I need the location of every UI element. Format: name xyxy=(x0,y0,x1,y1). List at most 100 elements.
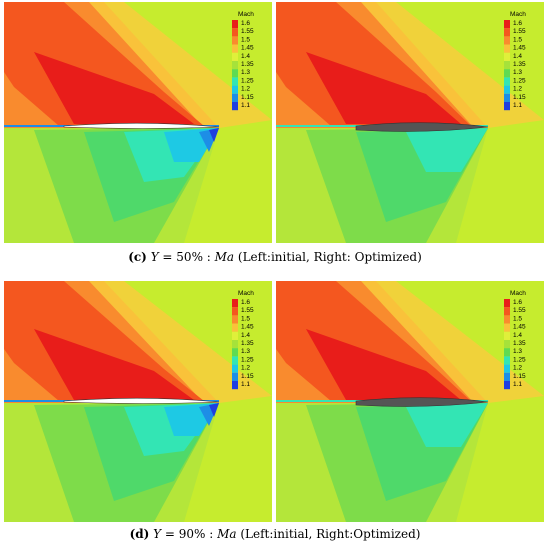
legend-title: Mach xyxy=(238,290,254,297)
legend-swatch xyxy=(504,372,510,381)
caption-ma: Ma xyxy=(214,250,235,264)
legend-swatch xyxy=(504,36,510,45)
legend-level-label: 1.15 xyxy=(241,373,254,380)
legend-swatch xyxy=(504,315,510,324)
legend-swatch xyxy=(232,61,238,70)
legend-level-label: 1.55 xyxy=(241,307,254,314)
legend-level-label: 1.4 xyxy=(513,53,522,60)
legend-level-label: 1.3 xyxy=(513,348,522,355)
legend-swatch xyxy=(504,323,510,332)
legend-level-label: 1.1 xyxy=(513,381,522,388)
legend-swatch xyxy=(504,20,510,29)
legend-swatch xyxy=(504,77,510,86)
legend-swatch xyxy=(232,372,238,381)
caption-text: (Left:initial, Right:Optimized) xyxy=(236,527,421,541)
legend-level-label: 1.1 xyxy=(241,381,250,388)
legend-level-label: 1.35 xyxy=(513,340,526,347)
legend-swatch xyxy=(232,307,238,316)
legend-title: Mach xyxy=(510,290,526,297)
legend-level-label: 1.45 xyxy=(513,45,526,52)
legend-level-label: 1.35 xyxy=(513,61,526,68)
legend-swatch xyxy=(232,36,238,45)
legend-level-label: 1.25 xyxy=(241,356,254,363)
legend-title: Mach xyxy=(510,11,526,18)
caption-d: (d) Y = 90% : Ma (Left:initial, Right:Op… xyxy=(0,527,550,541)
legend-swatch xyxy=(232,77,238,86)
legend-level-label: 1.3 xyxy=(513,69,522,76)
legend-level-label: 1.4 xyxy=(241,53,250,60)
legend-level-label: 1.15 xyxy=(241,94,254,101)
caption-equation: = 50% : xyxy=(158,250,215,264)
legend-swatch xyxy=(232,102,238,111)
legend-swatch xyxy=(504,28,510,37)
legend-swatch xyxy=(232,299,238,308)
legend-level-label: 1.45 xyxy=(513,324,526,331)
legend-level-label: 1.3 xyxy=(241,348,250,355)
legend-swatch xyxy=(232,348,238,357)
legend-level-label: 1.2 xyxy=(241,86,250,93)
caption-ma: Ma xyxy=(217,527,237,541)
legend-swatch xyxy=(504,69,510,78)
mach-legend: Mach 1.61.551.5 1.451.41.351.31.25 1.21.151… xyxy=(232,290,254,390)
caption-variable: Y xyxy=(150,250,159,264)
legend-swatch xyxy=(504,85,510,94)
legend-swatch xyxy=(504,348,510,357)
legend-level-label: 1.5 xyxy=(241,315,250,322)
legend-title: Mach xyxy=(238,11,254,18)
caption-c: (c) Y = 50% : Ma (Left:initial, Right: O… xyxy=(0,250,550,264)
legend-level-label: 1.6 xyxy=(241,299,250,306)
contour-panel-c-optimized: Mach 1.6 1.55 1.5 1.45 1.4 1.35 1.3 1.25 1.2 1.15 1… xyxy=(276,2,544,243)
mach-legend: Mach 1.61.551.5 1.451.41.351.31.25 1.21.151… xyxy=(504,11,526,111)
caption-variable: Y xyxy=(153,527,162,541)
legend-swatch xyxy=(232,381,238,390)
legend-level-label: 1.5 xyxy=(513,36,522,43)
legend-swatch xyxy=(504,93,510,102)
legend-level-label: 1.45 xyxy=(241,324,254,331)
legend-level-label: 1.15 xyxy=(513,94,526,101)
legend-level-label: 1.6 xyxy=(513,299,522,306)
legend-level-label: 1.4 xyxy=(241,332,250,339)
legend-swatch xyxy=(232,315,238,324)
legend-level-label: 1.45 xyxy=(241,45,254,52)
legend-swatch xyxy=(232,20,238,29)
legend-swatch xyxy=(232,331,238,340)
legend-level-label: 1.35 xyxy=(241,340,254,347)
contour-panel-d-optimized: Mach 1.6 1.55 1.5 1.45 1.4 1.35 1.3 1.25 1.2 1.15 1… xyxy=(276,281,544,522)
legend-level-label: 1.55 xyxy=(513,28,526,35)
legend-swatch xyxy=(232,52,238,61)
legend-level-label: 1.5 xyxy=(513,315,522,322)
caption-text: (Left:initial, Right: Optimized) xyxy=(234,250,422,264)
legend-swatch xyxy=(232,69,238,78)
legend-swatch xyxy=(504,52,510,61)
legend-level-label: 1.55 xyxy=(241,28,254,35)
mach-legend: Mach 1.61.551.5 1.451.41.351.31.25 1.21.151… xyxy=(232,11,254,111)
legend-swatch xyxy=(504,381,510,390)
caption-label: (c) xyxy=(128,250,147,264)
legend-swatch xyxy=(504,44,510,53)
legend-swatch xyxy=(232,85,238,94)
legend-level-label: 1.35 xyxy=(241,61,254,68)
legend-level-label: 1.25 xyxy=(241,77,254,84)
legend-level-label: 1.3 xyxy=(241,69,250,76)
legend-swatch xyxy=(232,364,238,373)
legend-level-label: 1.5 xyxy=(241,36,250,43)
legend-swatch xyxy=(232,356,238,365)
legend-level-label: 1.25 xyxy=(513,356,526,363)
legend-level-label: 1.6 xyxy=(241,20,250,27)
legend-level-label: 1.15 xyxy=(513,373,526,380)
legend-swatch xyxy=(232,28,238,37)
legend-swatch xyxy=(504,356,510,365)
caption-label: (d) xyxy=(129,527,150,541)
legend-swatch xyxy=(504,61,510,70)
caption-equation: = 90% : xyxy=(161,527,218,541)
legend-swatch xyxy=(504,102,510,111)
legend-swatch xyxy=(232,44,238,53)
legend-level-label: 1.2 xyxy=(513,365,522,372)
legend-swatch xyxy=(504,307,510,316)
legend-swatch xyxy=(504,331,510,340)
legend-swatch xyxy=(504,299,510,308)
legend-level-label: 1.55 xyxy=(513,307,526,314)
legend-level-label: 1.4 xyxy=(513,332,522,339)
legend-level-label: 1.2 xyxy=(513,86,522,93)
contour-panel-c-initial: Mach 1.6 1.55 1.5 1.45 1.4 1.35 1.3 1.25 1.2 1.15 1… xyxy=(4,2,272,243)
